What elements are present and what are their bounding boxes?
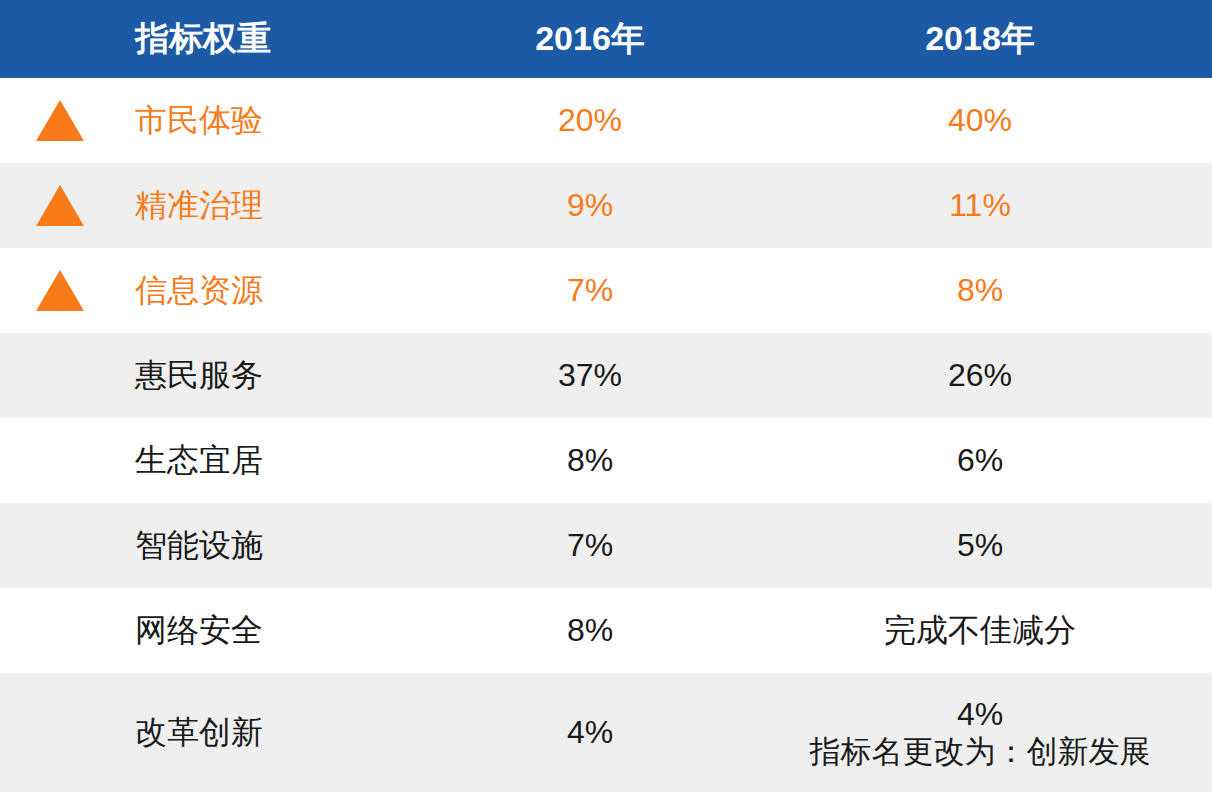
- value-2016: 20%: [390, 102, 790, 139]
- indicator-label: 市民体验: [120, 99, 390, 143]
- indicator-weight-table: 指标权重 2016年 2018年 市民体验 20% 40% 精准治理 9% 11…: [0, 0, 1212, 792]
- value-2018-note: 指标名更改为：创新发展: [790, 733, 1170, 771]
- value-2018: 5%: [790, 527, 1170, 564]
- value-2018: 26%: [790, 357, 1170, 394]
- table-row: 信息资源 7% 8%: [0, 248, 1212, 333]
- row-icon-cell: [0, 270, 120, 311]
- table-row: 市民体验 20% 40%: [0, 78, 1212, 163]
- indicator-label: 网络安全: [120, 609, 390, 653]
- value-2018: 11%: [790, 187, 1170, 224]
- indicator-label: 智能设施: [120, 524, 390, 568]
- value-2018: 6%: [790, 442, 1170, 479]
- indicator-label: 改革创新: [120, 711, 390, 755]
- table-row: 惠民服务 37% 26%: [0, 333, 1212, 418]
- value-2018: 完成不佳减分: [790, 609, 1170, 653]
- indicator-label: 惠民服务: [120, 354, 390, 398]
- column-header-2018: 2018年: [790, 16, 1170, 62]
- indicator-label: 生态宜居: [120, 439, 390, 483]
- value-2018: 4% 指标名更改为：创新发展: [790, 695, 1170, 771]
- row-icon-cell: [0, 100, 120, 141]
- value-2016: 7%: [390, 527, 790, 564]
- value-2018-main: 4%: [790, 695, 1170, 733]
- triangle-up-icon: [36, 270, 84, 311]
- indicator-label: 精准治理: [120, 184, 390, 228]
- column-header-indicator: 指标权重: [120, 16, 390, 62]
- table-row: 改革创新 4% 4% 指标名更改为：创新发展: [0, 673, 1212, 792]
- table-row: 精准治理 9% 11%: [0, 163, 1212, 248]
- value-2016: 4%: [390, 714, 790, 751]
- indicator-label: 信息资源: [120, 269, 390, 313]
- value-2016: 9%: [390, 187, 790, 224]
- value-2018: 8%: [790, 272, 1170, 309]
- column-header-2016: 2016年: [390, 16, 790, 62]
- table-row: 智能设施 7% 5%: [0, 503, 1212, 588]
- value-2016: 8%: [390, 612, 790, 649]
- table-header-row: 指标权重 2016年 2018年: [0, 0, 1212, 78]
- table-row: 生态宜居 8% 6%: [0, 418, 1212, 503]
- triangle-up-icon: [36, 100, 84, 141]
- value-2018: 40%: [790, 102, 1170, 139]
- triangle-up-icon: [36, 185, 84, 226]
- table-row: 网络安全 8% 完成不佳减分: [0, 588, 1212, 673]
- value-2016: 7%: [390, 272, 790, 309]
- row-icon-cell: [0, 185, 120, 226]
- value-2016: 37%: [390, 357, 790, 394]
- value-2016: 8%: [390, 442, 790, 479]
